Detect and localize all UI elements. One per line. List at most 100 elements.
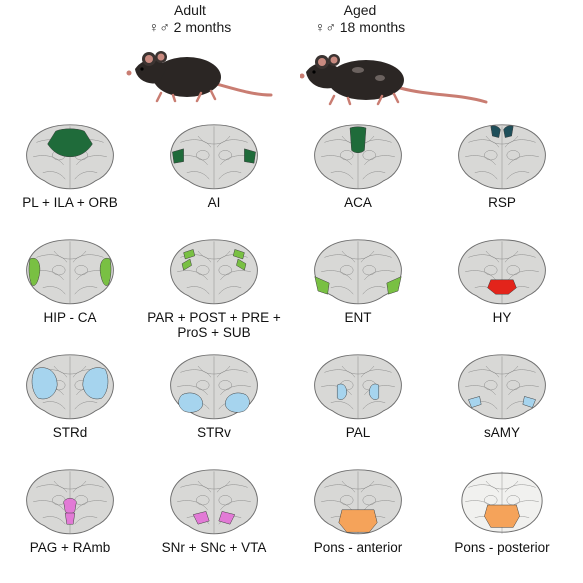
highlighted-region-par-post (236, 258, 247, 271)
region-label: PAR + POST + PRE + ProS + SUB (134, 310, 294, 340)
region-label-line1: SNr + SNc + VTA (161, 540, 267, 555)
region-label-line1: AI (207, 195, 221, 210)
brain-panel-ai: AI (144, 120, 284, 235)
highlighted-region-strv (178, 392, 204, 413)
brain-section-hy (458, 239, 546, 305)
region-label-line1: sAMY (483, 425, 520, 440)
brain-section-pag (26, 469, 114, 535)
brain-panel-pons-a: Pons - anterior (288, 465, 428, 580)
region-label: SNr + SNc + VTA (134, 540, 294, 555)
region-label: PL + ILA + ORB (0, 195, 150, 210)
region-label: STRv (134, 425, 294, 440)
aged-header: Aged ♀♂ 18 months (300, 2, 420, 36)
brain-section-pl-ila-orb (26, 124, 114, 190)
highlighted-region-ent (386, 276, 402, 295)
highlighted-region-strd (82, 367, 109, 400)
brain-section-par-post (170, 239, 258, 305)
brain-section-hip-ca (26, 239, 114, 305)
highlighted-region-hip-ca (99, 258, 112, 286)
region-label: Pons - anterior (278, 540, 438, 555)
brain-panel-par-post: PAR + POST + PRE + ProS + SUB (144, 235, 284, 350)
region-label-line1: PAR + POST + PRE + (147, 310, 281, 325)
brain-panel-pal: PAL (288, 350, 428, 465)
brain-panel-samy: sAMY (432, 350, 572, 465)
anatomical-linework (465, 126, 539, 189)
aged-title: Aged (343, 2, 377, 18)
brain-panel-hy: HY (432, 235, 572, 350)
brain-section-pal (314, 354, 402, 420)
highlighted-region-strd (31, 367, 58, 400)
aged-subtitle: ♀♂ 18 months (314, 19, 406, 35)
highlighted-region-aca (349, 126, 367, 154)
region-label-line1: STRv (197, 425, 231, 440)
anatomical-linework (465, 471, 539, 534)
highlighted-region-samy (468, 396, 482, 408)
highlighted-region-par-post (181, 258, 192, 271)
anatomical-linework (465, 356, 539, 419)
brain-panel-hip-ca: HIP - CA (0, 235, 140, 350)
highlighted-region-pl-ila-orb (47, 128, 93, 158)
region-label: PAG + RAmb (0, 540, 150, 555)
brain-section-ent (314, 239, 402, 305)
region-label: ACA (278, 195, 438, 210)
brain-section-samy (458, 354, 546, 420)
brain-panel-pl-ila-orb: PL + ILA + ORB (0, 120, 140, 235)
highlighted-region-pal (336, 383, 348, 400)
adult-mouse-illustration (126, 51, 273, 103)
brain-section-strd (26, 354, 114, 420)
highlighted-region-par-post (183, 249, 196, 260)
brain-section-strv (170, 354, 258, 420)
aged-mouse-illustration (300, 54, 488, 106)
adult-header: Adult ♀♂ 2 months (140, 2, 240, 36)
region-label-line1: Pons - posterior (454, 540, 550, 555)
highlighted-region-pons-a (338, 509, 378, 533)
highlighted-region-ai (172, 148, 184, 164)
region-label: ENT (278, 310, 438, 325)
brain-panel-rsp: RSP (432, 120, 572, 235)
region-label-line1: STRd (52, 425, 88, 440)
brain-panel-aca: ACA (288, 120, 428, 235)
region-label-line1: ENT (344, 310, 372, 325)
region-label: AI (134, 195, 294, 210)
region-label: HIP - CA (0, 310, 150, 325)
brain-section-ai (170, 124, 258, 190)
region-label-line1: HIP - CA (43, 310, 97, 325)
region-label-line1: RSP (488, 195, 516, 210)
brain-section-rsp (458, 124, 546, 190)
brain-section-pons-p (461, 471, 543, 534)
brain-panel-pons-p: Pons - posterior (432, 465, 572, 580)
brain-panel-strv: STRv (144, 350, 284, 465)
highlighted-region-samy (522, 396, 536, 408)
region-label: PAL (278, 425, 438, 440)
region-label-line1: HY (492, 310, 512, 325)
anatomical-linework (321, 241, 395, 304)
brain-section-pons-a (314, 469, 402, 535)
region-label-line2: ProS + SUB (177, 325, 251, 340)
adult-subtitle: ♀♂ 2 months (148, 19, 232, 35)
region-label: sAMY (422, 425, 582, 440)
anatomical-linework (177, 471, 251, 534)
brain-panel-strd: STRd (0, 350, 140, 465)
highlighted-region-pal (368, 383, 380, 400)
highlighted-region-hip-ca (28, 258, 41, 286)
region-label: HY (422, 310, 582, 325)
highlighted-region-ent (314, 276, 330, 295)
region-label-line1: Pons - anterior (313, 540, 403, 555)
highlighted-region-snr (192, 511, 210, 525)
brain-section-snr (170, 469, 258, 535)
highlighted-region-rsp (503, 125, 514, 138)
brain-panel-pag: PAG + RAmb (0, 465, 140, 580)
anatomical-linework (177, 126, 251, 189)
highlighted-region-par-post (232, 249, 245, 260)
highlighted-region-pag (63, 497, 77, 515)
brain-panel-ent: ENT (288, 235, 428, 350)
region-label-line1: PAG + RAmb (29, 540, 111, 555)
highlighted-region-pons-p (484, 504, 520, 528)
brain-panel-snr: SNr + SNc + VTA (144, 465, 284, 580)
region-label-line1: ACA (344, 195, 372, 210)
region-label: STRd (0, 425, 150, 440)
highlighted-region-rsp (490, 125, 501, 138)
adult-title: Adult (174, 2, 206, 18)
highlighted-region-snr (218, 511, 236, 525)
brain-section-aca (314, 124, 402, 190)
